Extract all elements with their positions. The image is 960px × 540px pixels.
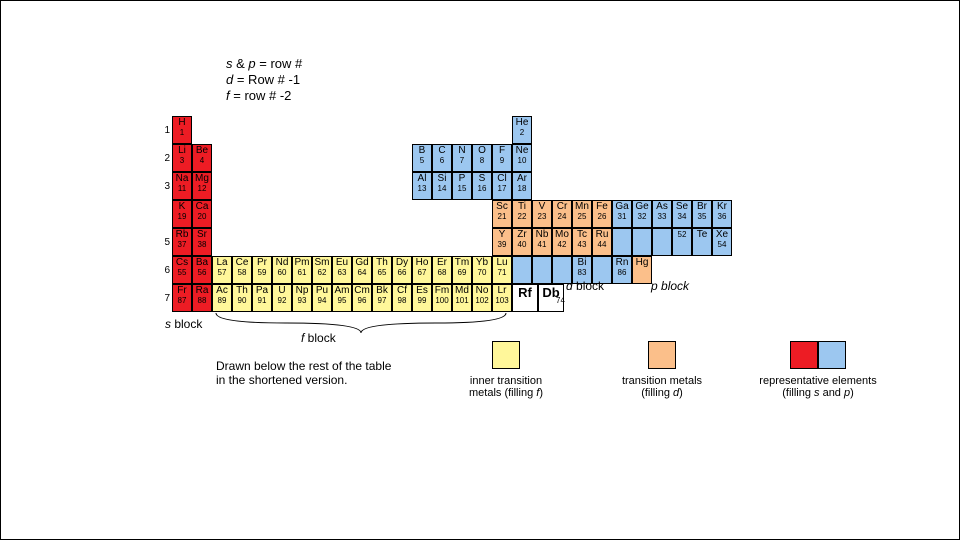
element-cell: Ca20 bbox=[192, 200, 212, 228]
rules-text: s & p = row #d = Row # -1f = row # -2 bbox=[226, 56, 302, 104]
s-block-label: s block bbox=[165, 317, 202, 331]
element-cell: Gd64 bbox=[352, 256, 372, 284]
element-cell: O8 bbox=[472, 144, 492, 172]
element-cell: P15 bbox=[452, 172, 472, 200]
p-block-label: p block bbox=[651, 279, 689, 293]
element-cell: Cs55 bbox=[172, 256, 192, 284]
element-cell: Cm96 bbox=[352, 284, 372, 312]
element-cell: Fm100 bbox=[432, 284, 452, 312]
element-cell: Ti22 bbox=[512, 200, 532, 228]
caption: Drawn below the rest of the table in the… bbox=[216, 359, 391, 387]
element-cell: Kr36 bbox=[712, 200, 732, 228]
element-cell: Tm69 bbox=[452, 256, 472, 284]
element-cell: Na11 bbox=[172, 172, 192, 200]
element-cell: Sr38 bbox=[192, 228, 212, 256]
element-cell: Bk97 bbox=[372, 284, 392, 312]
element-cell: Mg12 bbox=[192, 172, 212, 200]
element-cell: Ce58 bbox=[232, 256, 252, 284]
element-cell bbox=[612, 228, 632, 256]
legend-item: representative elements(filling s and p) bbox=[753, 341, 883, 399]
element-cell: Se34 bbox=[672, 200, 692, 228]
d-block-label: d block bbox=[566, 279, 604, 293]
element-cell: 52 bbox=[672, 228, 692, 256]
element-cell: Pr59 bbox=[252, 256, 272, 284]
element-cell bbox=[532, 256, 552, 284]
element-cell: Mn25 bbox=[572, 200, 592, 228]
element-cell: Sc21 bbox=[492, 200, 512, 228]
element-cell: Zr40 bbox=[512, 228, 532, 256]
element-cell: Be4 bbox=[192, 144, 212, 172]
element-cell: H1 bbox=[172, 116, 192, 144]
element-cell: Ru44 bbox=[592, 228, 612, 256]
element-cell bbox=[512, 256, 532, 284]
legend-item: inner transitionmetals (filling f) bbox=[441, 341, 571, 399]
element-cell: Ar18 bbox=[512, 172, 532, 200]
legend-item: transition metals(filling d) bbox=[597, 341, 727, 399]
element-cell: Sm62 bbox=[312, 256, 332, 284]
element-cell: C6 bbox=[432, 144, 452, 172]
element-cell: Cr24 bbox=[552, 200, 572, 228]
element-cell: K19 bbox=[172, 200, 192, 228]
legend: inner transitionmetals (filling f) transi… bbox=[441, 341, 883, 399]
element-cell: Br35 bbox=[692, 200, 712, 228]
element-cell bbox=[652, 228, 672, 256]
element-cell: Er68 bbox=[432, 256, 452, 284]
element-cell: Lu71 bbox=[492, 256, 512, 284]
element-cell: Pm61 bbox=[292, 256, 312, 284]
element-cell: Fr87 bbox=[172, 284, 192, 312]
element-cell: Dy66 bbox=[392, 256, 412, 284]
element-cell: Pa91 bbox=[252, 284, 272, 312]
element-cell: S16 bbox=[472, 172, 492, 200]
brace-icon bbox=[211, 311, 511, 341]
element-cell: Es99 bbox=[412, 284, 432, 312]
element-cell: Np93 bbox=[292, 284, 312, 312]
element-cell: Th90 bbox=[232, 284, 252, 312]
element-cell: Si14 bbox=[432, 172, 452, 200]
element-cell: Nb41 bbox=[532, 228, 552, 256]
periodic-table-diagram: { "colors": { "red": "#ed1c24", "blue": … bbox=[0, 0, 960, 540]
element-cell: Ga31 bbox=[612, 200, 632, 228]
element-cell: Md101 bbox=[452, 284, 472, 312]
element-cell: Al13 bbox=[412, 172, 432, 200]
element-cell: Yb70 bbox=[472, 256, 492, 284]
element-cell: He2 bbox=[512, 116, 532, 144]
element-cell: U92 bbox=[272, 284, 292, 312]
element-cell: Y39 bbox=[492, 228, 512, 256]
element-cell: As33 bbox=[652, 200, 672, 228]
footnote-74: 74 bbox=[556, 296, 565, 305]
element-cell: Nd60 bbox=[272, 256, 292, 284]
periodic-table: 1H1He22Li3Be4B5C6N7O8F9Ne103Na11Mg12Al13… bbox=[156, 116, 732, 312]
element-cell: Li3 bbox=[172, 144, 192, 172]
element-cell bbox=[632, 228, 652, 256]
element-cell: Tc43 bbox=[572, 228, 592, 256]
element-cell: La57 bbox=[212, 256, 232, 284]
element-cell: Lr103 bbox=[492, 284, 512, 312]
element-cell: Eu63 bbox=[332, 256, 352, 284]
element-cell: Rn86 bbox=[612, 256, 632, 284]
element-cell: Ba56 bbox=[192, 256, 212, 284]
element-cell: Ne10 bbox=[512, 144, 532, 172]
element-cell: Ho67 bbox=[412, 256, 432, 284]
element-cell: F9 bbox=[492, 144, 512, 172]
element-cell: Am95 bbox=[332, 284, 352, 312]
element-cell: Cf98 bbox=[392, 284, 412, 312]
element-cell: N7 bbox=[452, 144, 472, 172]
element-cell: Rb37 bbox=[172, 228, 192, 256]
element-cell: Ac89 bbox=[212, 284, 232, 312]
element-cell: V23 bbox=[532, 200, 552, 228]
element-cell: Te bbox=[692, 228, 712, 256]
element-cell: Cl17 bbox=[492, 172, 512, 200]
element-cell: Xe54 bbox=[712, 228, 732, 256]
element-cell: Hg bbox=[632, 256, 652, 284]
element-cell: No102 bbox=[472, 284, 492, 312]
element-cell: Th65 bbox=[372, 256, 392, 284]
element-cell: Fe26 bbox=[592, 200, 612, 228]
element-cell: Ra88 bbox=[192, 284, 212, 312]
element-cell: Ge32 bbox=[632, 200, 652, 228]
element-cell: Mo42 bbox=[552, 228, 572, 256]
element-cell: B5 bbox=[412, 144, 432, 172]
element-cell: Pu94 bbox=[312, 284, 332, 312]
